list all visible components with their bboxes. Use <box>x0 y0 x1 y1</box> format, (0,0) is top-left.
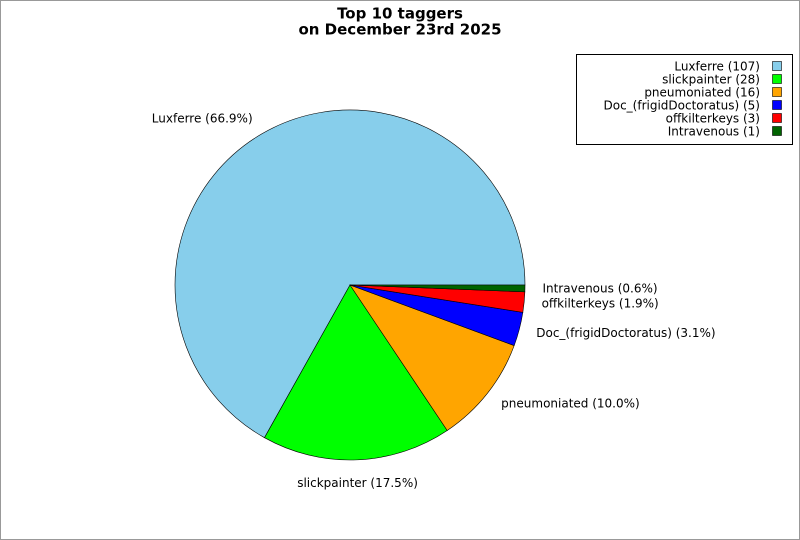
legend-swatch <box>772 87 782 97</box>
legend-label: Doc_(frigidDoctoratus) (5) <box>604 99 761 113</box>
slice-label: Intravenous (0.6%) <box>542 281 657 295</box>
chart-subtitle: on December 23rd 2025 <box>298 21 501 39</box>
legend-swatch <box>772 100 782 110</box>
pie-slice <box>349 284 515 431</box>
legend-swatch <box>772 61 782 71</box>
legend-label: offkilterkeys (3) <box>666 112 760 126</box>
slice-label: pneumoniated (10.0%) <box>501 397 640 411</box>
slice-label: Luxferre (66.9%) <box>152 111 253 125</box>
legend-swatch <box>772 74 782 84</box>
legend-label: Intravenous (1) <box>668 125 760 139</box>
pie-slice <box>349 284 526 293</box>
legend-swatch <box>772 113 782 123</box>
legend-label: slickpainter (28) <box>662 73 760 87</box>
legend-label: pneumoniated (16) <box>644 86 760 100</box>
slice-label: slickpainter (17.5%) <box>297 476 418 490</box>
chart-title: Top 10 taggers <box>337 5 463 23</box>
pie-slice <box>174 109 526 439</box>
legend-swatch <box>772 126 782 136</box>
pie-slice <box>264 284 448 461</box>
slice-label: offkilterkeys (1.9%) <box>542 296 659 310</box>
legend-box <box>576 54 793 145</box>
slice-label: Doc_(frigidDoctoratus) (3.1%) <box>536 326 715 340</box>
legend-label: Luxferre (107) <box>674 60 760 74</box>
